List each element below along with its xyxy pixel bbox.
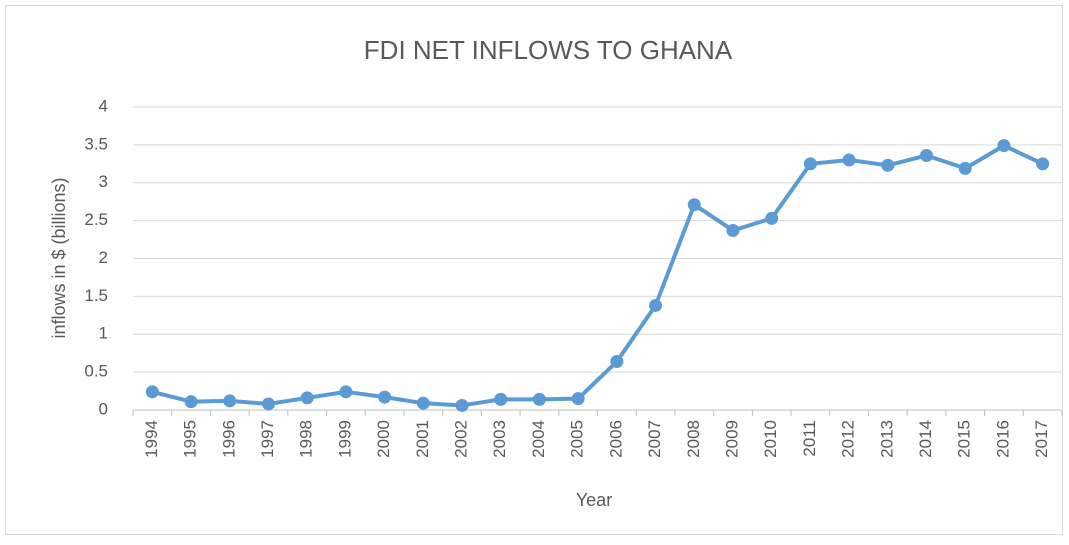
x-tick-label: 2010 [761,420,780,458]
x-tick-label: 2001 [413,420,432,458]
x-tick-label: 1997 [258,420,277,458]
x-tick-label: 2011 [800,420,819,457]
x-tick-label: 2003 [490,420,509,458]
marker [920,148,934,162]
marker [1036,157,1050,171]
marker [378,390,392,404]
marker [958,161,972,175]
marker [532,392,546,406]
marker [881,158,895,172]
chart-title: FDI NET INFLOWS TO GHANA [364,35,733,65]
marker [726,223,740,237]
x-tick-label: 2006 [606,420,625,458]
x-tick-label: 2000 [374,420,393,458]
marker [494,392,508,406]
y-tick-label: 1.5 [84,286,108,305]
x-tick-label: 1999 [335,420,354,458]
x-tick-label: 2005 [568,420,587,458]
marker [223,394,237,408]
x-tick-label: 2015 [955,420,974,458]
marker [803,157,817,171]
marker [687,198,701,212]
chart-frame [5,5,1063,535]
y-tick-label: 3 [99,172,108,191]
marker [610,355,624,369]
y-tick-label: 2 [99,248,108,267]
marker [145,385,159,399]
marker [416,396,430,410]
y-tick-label: 2.5 [84,210,108,229]
marker [261,397,275,411]
marker [184,395,198,409]
x-tick-label: 2012 [839,420,858,458]
x-tick-label: 2013 [877,420,896,458]
y-tick-label: 1 [99,324,108,343]
marker [455,398,469,412]
x-tick-label: 1995 [181,420,200,458]
x-tick-label: 2009 [722,420,741,458]
y-tick-label: 4 [99,96,108,115]
marker [339,385,353,399]
marker [300,391,314,405]
line [151,143,1044,408]
marker [649,298,663,312]
x-tick-label: 2008 [684,420,703,458]
marker [571,392,585,406]
x-tick-label: 2016 [993,420,1012,458]
x-tick-label: 1994 [142,420,161,458]
y-tick-label: 0 [99,399,108,418]
x-tick-label: 2004 [529,420,548,458]
y-axis-label: inflows in $ (billions) [49,177,69,338]
x-axis-label: Year [576,490,612,510]
y-tick-label: 0.5 [84,362,108,381]
marker [997,139,1011,153]
x-tick-label: 2007 [645,420,664,458]
marker [842,153,856,167]
x-tick-label: 2014 [916,420,935,458]
marker [765,211,779,225]
x-tick-label: 2002 [452,420,471,458]
y-tick-label: 3.5 [84,134,108,153]
x-tick-label: 1996 [219,420,238,458]
x-tick-label: 2017 [1032,420,1051,458]
x-tick-label: 1998 [297,420,316,458]
